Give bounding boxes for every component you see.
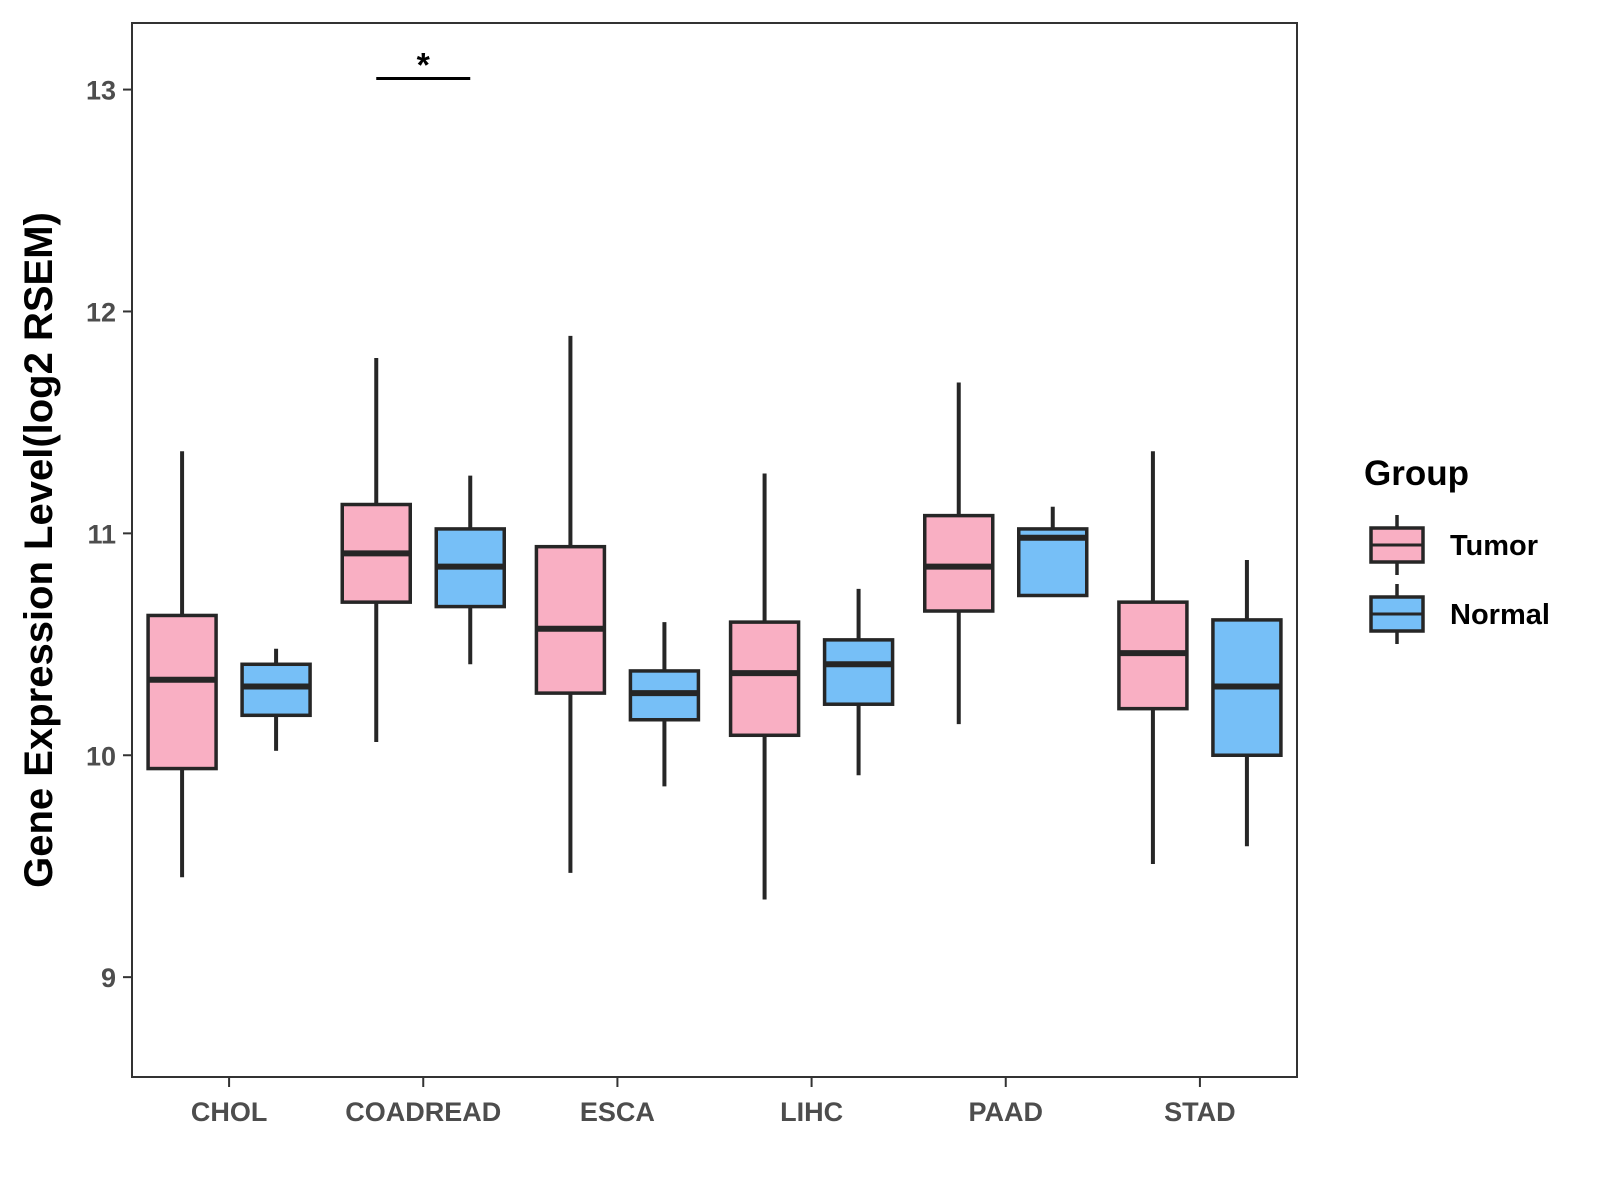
box-tumor-esca — [534, 335, 607, 873]
box-normal-paad — [1017, 506, 1089, 598]
box-tumor-coadread — [340, 358, 412, 742]
box-body — [728, 620, 801, 738]
significance-label: * — [417, 46, 431, 84]
x-tick-label: PAAD — [968, 1097, 1043, 1127]
y-tick-label: 10 — [86, 741, 116, 771]
box-tumor-stad — [1117, 451, 1189, 864]
x-tick-label: ESCA — [580, 1097, 655, 1127]
x-tick-label: STAD — [1164, 1097, 1236, 1127]
y-axis-title: Gene Expression Level(log2 RSEM) — [17, 212, 61, 888]
legend-title: Group — [1364, 454, 1469, 493]
box-normal-esca — [628, 622, 701, 787]
y-tick-label: 11 — [87, 519, 116, 549]
legend: Group Tumor Normal — [1364, 454, 1550, 644]
box-tumor-lihc — [728, 473, 801, 900]
box-normal-coadread — [434, 475, 506, 665]
x-tick-label: CHOL — [191, 1097, 268, 1127]
box-body — [822, 638, 895, 706]
y-axis: 9 10 11 12 13 — [86, 76, 132, 993]
y-tick-label: 9 — [101, 963, 116, 993]
plot-panel — [131, 22, 1298, 1078]
box-normal-lihc — [822, 588, 895, 776]
x-axis: CHOL COADREAD ESCA LIHC PAAD STAD — [191, 1077, 1236, 1127]
x-tick-label: LIHC — [780, 1097, 843, 1127]
box-series — [146, 335, 1283, 900]
legend-key-normal: Normal — [1369, 584, 1550, 644]
box-body — [534, 544, 607, 695]
x-tick-label: COADREAD — [345, 1097, 501, 1127]
legend-label: Normal — [1450, 599, 1550, 631]
legend-label: Tumor — [1450, 530, 1538, 562]
box-body — [146, 613, 218, 771]
box-normal-stad — [1211, 559, 1283, 847]
box-body — [923, 513, 995, 613]
box-body — [240, 662, 312, 718]
box-tumor-chol — [146, 451, 218, 878]
legend-key-tumor: Tumor — [1369, 515, 1538, 575]
box-normal-chol — [240, 648, 312, 751]
y-tick-label: 12 — [86, 297, 116, 327]
y-tick-label: 13 — [86, 76, 116, 106]
box-tumor-paad — [923, 382, 995, 725]
significance-annotations: * — [376, 46, 471, 84]
